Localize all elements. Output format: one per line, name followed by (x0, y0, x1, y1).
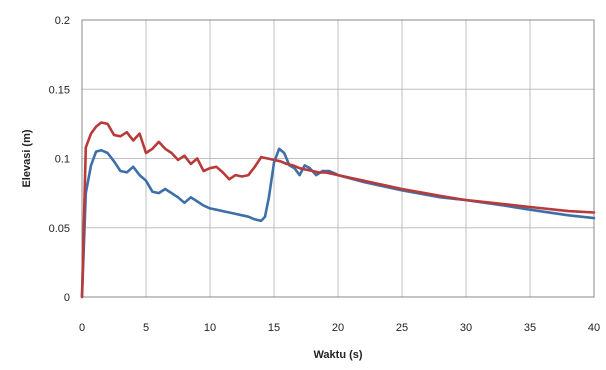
x-tick-label: 15 (268, 322, 280, 334)
x-tick-labels: 0 5 10 15 20 25 30 35 40 (79, 322, 600, 334)
series-line-2 (80, 121, 596, 299)
series-lines (80, 121, 596, 299)
x-tick-label: 20 (332, 322, 344, 334)
x-tick-label: 25 (396, 322, 408, 334)
plot-area-border (81, 19, 595, 298)
x-tick-label: 0 (79, 322, 85, 334)
y-axis-label: Elevasi (m) (21, 129, 33, 187)
x-tick-label: 35 (524, 322, 536, 334)
x-axis-label: Waktu (s) (313, 349, 362, 361)
y-tick-label: 0.1 (55, 154, 70, 166)
x-tick-label: 10 (204, 322, 216, 334)
y-tick-label: 0 (64, 292, 70, 304)
y-tick-label: 0.2 (55, 15, 70, 27)
grid (81, 19, 595, 298)
x-tick-label: 40 (588, 322, 600, 334)
x-tick-label: 5 (143, 322, 149, 334)
x-tick-label: 30 (460, 322, 472, 334)
y-tick-label: 0.15 (49, 84, 70, 96)
y-tick-labels: 0 0.05 0.1 0.15 0.2 (49, 15, 70, 304)
y-tick-label: 0.05 (49, 223, 70, 235)
